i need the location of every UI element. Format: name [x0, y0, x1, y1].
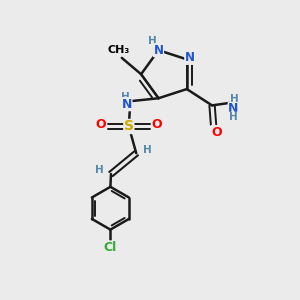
Text: CH₃: CH₃ [108, 45, 130, 56]
Text: S: S [124, 119, 134, 134]
Text: Cl: Cl [104, 241, 117, 254]
Text: H: H [143, 145, 152, 155]
Text: N: N [228, 103, 239, 116]
Text: H: H [95, 166, 104, 176]
Text: H: H [229, 112, 238, 122]
Text: O: O [95, 118, 106, 131]
Text: H: H [148, 36, 157, 46]
Text: N: N [122, 98, 132, 111]
Text: N: N [185, 51, 195, 64]
Text: O: O [152, 118, 162, 131]
Text: O: O [211, 126, 222, 139]
Text: N: N [154, 44, 164, 57]
Text: H: H [122, 92, 130, 102]
Text: H: H [230, 94, 239, 104]
